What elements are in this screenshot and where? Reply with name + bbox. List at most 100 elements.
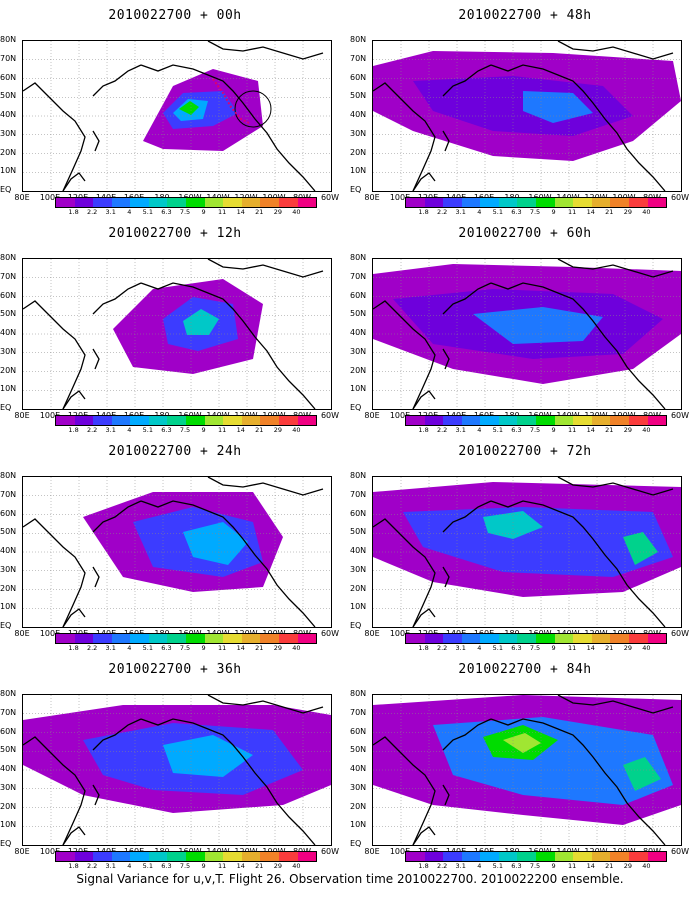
colorbar-label: 6.3 bbox=[511, 426, 522, 434]
colorbar-label: 2.2 bbox=[86, 426, 98, 434]
colorbar-label: 14 bbox=[236, 862, 245, 870]
coastline-1 bbox=[62, 390, 86, 409]
map-panel-p36: 2010022700 + 36h 80N 70N 60N 50N 40N 30N 20N 10N… bbox=[0, 654, 350, 874]
colorbar-swatch bbox=[278, 198, 298, 207]
lat-tick-label: 20N bbox=[0, 583, 17, 593]
lon-tick-label: 100E bbox=[39, 629, 61, 638]
colorbar-swatch bbox=[406, 852, 425, 861]
lat-tick-label: 20N bbox=[350, 147, 367, 157]
panel-title: 2010022700 + 12h bbox=[108, 226, 242, 241]
colorbar-swatch bbox=[74, 634, 94, 643]
colorbar-swatch bbox=[647, 198, 667, 207]
colorbar-label: 40 bbox=[642, 208, 651, 216]
colorbar-label: 1.8 bbox=[68, 426, 79, 434]
colorbar-label: 3.1 bbox=[455, 644, 466, 652]
lon-tick-label: 60W bbox=[670, 411, 690, 420]
colorbar-label: 5.1 bbox=[492, 644, 504, 652]
colorbar-swatch bbox=[480, 416, 499, 425]
coastline-5 bbox=[92, 130, 100, 152]
colorbar-label: 21 bbox=[605, 208, 614, 216]
variance-contour-3 bbox=[503, 733, 541, 753]
colorbar-swatch bbox=[424, 416, 444, 425]
colorbar-swatch bbox=[186, 634, 205, 643]
colorbar-label: 5.1 bbox=[142, 426, 154, 434]
coastline-2 bbox=[92, 282, 142, 315]
lon-tick-label: 80E bbox=[14, 193, 30, 202]
coastline-1 bbox=[412, 172, 436, 191]
lat-tick-label: 60N bbox=[0, 72, 17, 82]
colorbar-swatch bbox=[610, 416, 629, 425]
colorbar-label: 2.2 bbox=[86, 644, 98, 652]
colorbar-swatch bbox=[554, 634, 574, 643]
map-canvas bbox=[23, 259, 331, 409]
colorbar-swatch bbox=[260, 852, 279, 861]
colorbar-label: 7.5 bbox=[529, 862, 541, 870]
colorbar-label: 3.1 bbox=[105, 208, 116, 216]
colorbar bbox=[55, 633, 317, 644]
colorbar-label: 2.2 bbox=[436, 426, 448, 434]
map-frame bbox=[372, 694, 682, 846]
lon-tick-label: 80E bbox=[14, 847, 30, 856]
coastline-0 bbox=[373, 518, 436, 627]
colorbar-swatch bbox=[148, 634, 168, 643]
colorbar-label: 1.8 bbox=[68, 208, 79, 216]
colorbar-label: 11 bbox=[218, 862, 227, 870]
coastline-4 bbox=[557, 259, 674, 278]
colorbar-swatch bbox=[536, 852, 555, 861]
map-canvas bbox=[373, 259, 681, 409]
coastline-2 bbox=[92, 64, 142, 97]
colorbar-label: 2.2 bbox=[86, 208, 98, 216]
colorbar-swatch bbox=[498, 634, 518, 643]
colorbar-swatch bbox=[517, 416, 537, 425]
colorbar-label: 11 bbox=[568, 426, 577, 434]
lon-tick-label: 80E bbox=[364, 629, 380, 638]
lat-tick-label: 70N bbox=[350, 707, 367, 717]
coastline-0 bbox=[23, 82, 86, 191]
colorbar-swatch bbox=[74, 852, 94, 861]
colorbar-label: 9 bbox=[201, 862, 206, 870]
coastline-3 bbox=[490, 64, 666, 191]
lat-tick-label: 70N bbox=[0, 707, 17, 717]
colorbar-label: 6.3 bbox=[161, 208, 172, 216]
colorbar-label: 7.5 bbox=[529, 208, 541, 216]
colorbar-label: 9 bbox=[551, 208, 556, 216]
colorbar-swatch bbox=[554, 198, 574, 207]
colorbar-swatch bbox=[56, 852, 75, 861]
coastline-4 bbox=[207, 695, 324, 714]
lat-tick-label: 50N bbox=[0, 745, 17, 755]
colorbar-swatch bbox=[610, 852, 629, 861]
coastline-1 bbox=[412, 608, 436, 627]
lat-tick-label: 10N bbox=[0, 166, 17, 176]
lat-tick-label: 60N bbox=[350, 72, 367, 82]
colorbar-label: 40 bbox=[292, 862, 301, 870]
lat-tick-label: 50N bbox=[350, 527, 367, 537]
colorbar-label: 40 bbox=[642, 426, 651, 434]
figure-caption: Signal Variance for u,v,T. Flight 26. Ob… bbox=[76, 872, 624, 886]
colorbar-label: 21 bbox=[605, 862, 614, 870]
lon-tick-label: 60W bbox=[670, 847, 690, 856]
colorbar-label: 14 bbox=[236, 426, 245, 434]
colorbar-swatch bbox=[223, 634, 242, 643]
colorbar-label: 9 bbox=[201, 644, 206, 652]
colorbar bbox=[405, 197, 667, 208]
colorbar-label: 2.2 bbox=[86, 862, 98, 870]
colorbar-label: 11 bbox=[568, 208, 577, 216]
coastline-4 bbox=[207, 259, 324, 278]
lat-tick-label: 40N bbox=[0, 546, 17, 555]
colorbar-swatch bbox=[424, 852, 444, 861]
colorbar-label: 5.1 bbox=[492, 426, 504, 434]
coastline-1 bbox=[62, 172, 86, 191]
coastline-2 bbox=[92, 500, 142, 533]
lat-tick-label: 20N bbox=[350, 365, 367, 375]
lon-tick-label: 60W bbox=[670, 629, 690, 638]
lon-tick-label: 60W bbox=[320, 193, 340, 202]
coastline-0 bbox=[373, 82, 436, 191]
lon-tick-label: 100E bbox=[39, 847, 61, 856]
colorbar-swatch bbox=[56, 634, 75, 643]
lat-tick-label: 30N bbox=[0, 128, 17, 138]
coastline-5 bbox=[92, 784, 100, 806]
lat-tick-label: 70N bbox=[0, 271, 17, 281]
coastline-4 bbox=[557, 695, 674, 714]
lat-tick-label: 80N bbox=[0, 689, 17, 698]
map-canvas bbox=[23, 41, 331, 191]
